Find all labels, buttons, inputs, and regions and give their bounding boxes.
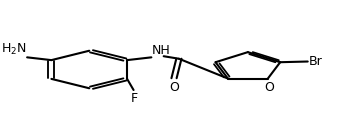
Text: NH: NH	[152, 44, 171, 57]
Text: O: O	[169, 81, 179, 94]
Text: Br: Br	[309, 55, 323, 68]
Text: O: O	[265, 81, 274, 94]
Text: H$_2$N: H$_2$N	[1, 42, 27, 57]
Text: F: F	[131, 92, 138, 105]
